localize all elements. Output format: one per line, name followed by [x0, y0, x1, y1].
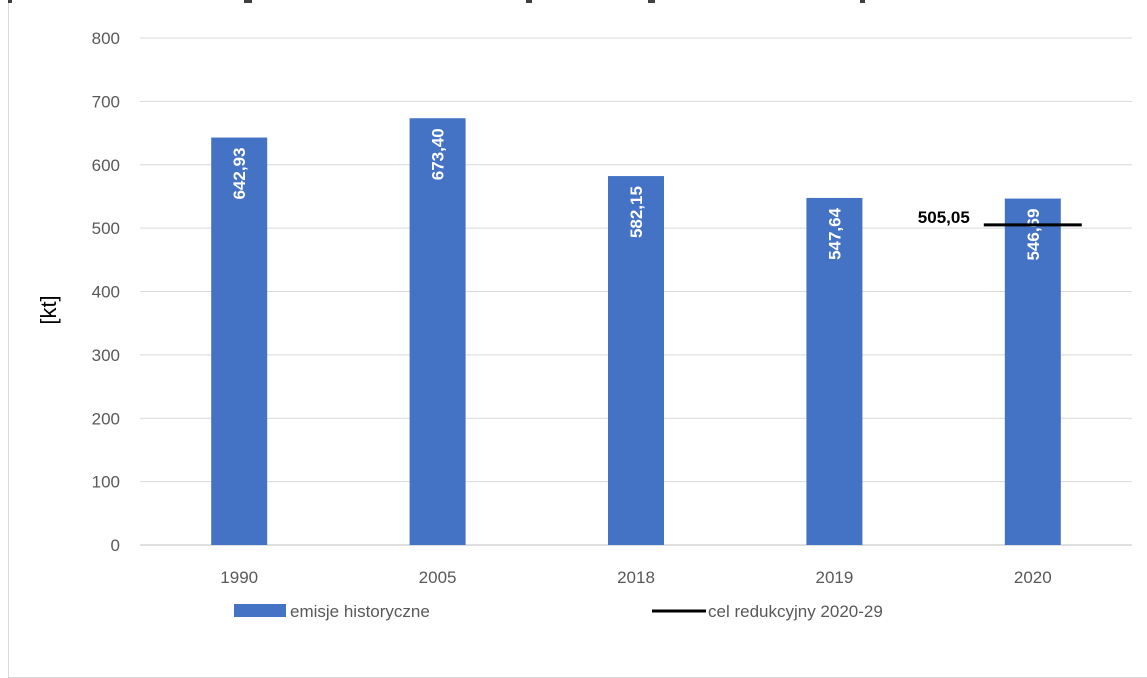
bar	[806, 197, 863, 545]
bar	[211, 137, 268, 546]
title-glyph-fragment	[860, 0, 865, 3]
y-tick-label: 100	[92, 473, 120, 492]
title-glyph-fragment	[648, 0, 655, 3]
y-axis-label: [kt]	[36, 295, 61, 324]
target-value-label: 505,05	[918, 208, 970, 227]
bars	[211, 118, 1061, 546]
x-tick-label: 2005	[419, 568, 457, 587]
y-tick-label: 0	[111, 536, 120, 555]
x-axis-ticks: 1990 2005 2018 2019 2020	[220, 568, 1051, 587]
y-tick-label: 600	[92, 156, 120, 175]
y-tick-label: 400	[92, 283, 120, 302]
bar-value-label: 642,93	[230, 148, 249, 200]
y-axis-ticks: 0 100 200 300 400 500 600 700 800	[92, 29, 120, 555]
bar-value-label: 547,64	[825, 207, 844, 260]
bar	[409, 118, 466, 545]
title-glyph-fragment	[244, 0, 252, 3]
y-tick-label: 700	[92, 92, 120, 111]
legend-label-bars: emisje historyczne	[290, 602, 430, 621]
title-glyph-fragment	[526, 0, 532, 3]
x-tick-label: 2020	[1014, 568, 1052, 587]
bar	[1004, 198, 1061, 545]
bar-value-label: 546,69	[1024, 209, 1043, 261]
cropped-title-fragment	[8, 0, 865, 3]
bar-value-label: 582,15	[627, 186, 646, 238]
bar-chart: 0 100 200 300 400 500 600 700 800 [kt] 642,93 673…	[8, 0, 1132, 621]
legend-swatch-bars	[234, 604, 286, 617]
title-glyph-fragment	[8, 0, 12, 3]
y-tick-label: 800	[92, 29, 120, 48]
x-tick-label: 2018	[617, 568, 655, 587]
bar-value-label: 673,40	[429, 128, 448, 180]
bar	[608, 176, 664, 545]
y-tick-label: 500	[92, 219, 120, 238]
x-tick-label: 1990	[220, 568, 258, 587]
bar-value-labels: 642,93 673,40 582,15 547,64 546,69	[230, 128, 1043, 260]
y-tick-label: 300	[92, 346, 120, 365]
target-line-group: 505,05	[918, 208, 1082, 227]
y-tick-label: 200	[92, 409, 120, 428]
x-tick-label: 2019	[815, 568, 853, 587]
legend-label-target: cel redukcyjny 2020-29	[708, 602, 883, 621]
legend: emisje historyczne cel redukcyjny 2020-29	[234, 602, 883, 621]
